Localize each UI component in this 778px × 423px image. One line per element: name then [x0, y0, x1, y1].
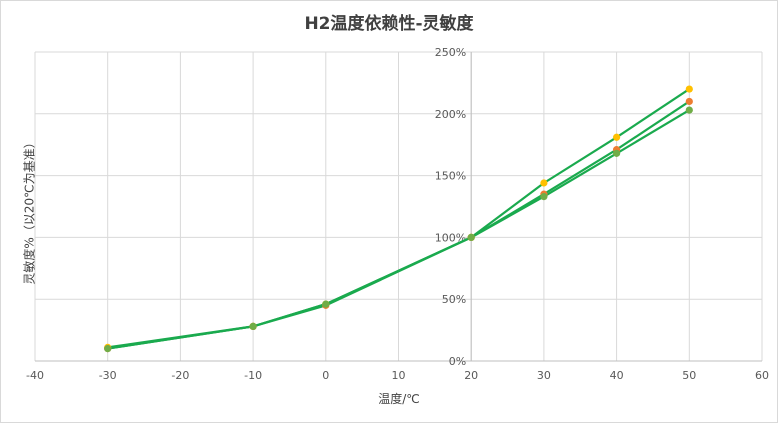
data-point	[467, 233, 475, 241]
x-tick-label: -40	[26, 369, 44, 382]
data-point	[685, 97, 693, 106]
y-tick-label: 250%	[435, 46, 466, 59]
data-point	[322, 300, 330, 308]
data-point	[540, 179, 548, 187]
y-tick-label: 100%	[435, 231, 466, 244]
x-tick-label: 40	[610, 369, 624, 382]
x-tick-label: 30	[537, 369, 551, 382]
x-tick-label: 50	[682, 369, 696, 382]
y-tick-label: 150%	[435, 170, 466, 183]
y-tick-label: 200%	[435, 108, 466, 121]
chart-title: H2温度依赖性-灵敏度	[304, 14, 474, 34]
x-tick-label: -10	[244, 369, 262, 382]
x-tick-label: -20	[171, 369, 189, 382]
data-point	[685, 85, 693, 93]
data-point	[249, 322, 257, 330]
x-tick-label: 0	[322, 369, 329, 382]
y-tick-label: 0%	[449, 355, 466, 368]
x-tick-label: 10	[392, 369, 406, 382]
data-point	[613, 133, 621, 141]
x-tick-label: -30	[99, 369, 117, 382]
y-tick-label: 50%	[442, 293, 466, 306]
x-tick-label: 60	[755, 369, 769, 382]
x-tick-label: 20	[464, 369, 478, 382]
data-point	[540, 193, 548, 201]
data-point	[613, 149, 621, 157]
x-axis-title: 温度/℃	[378, 392, 420, 406]
data-point	[685, 106, 693, 114]
data-point	[104, 345, 112, 353]
